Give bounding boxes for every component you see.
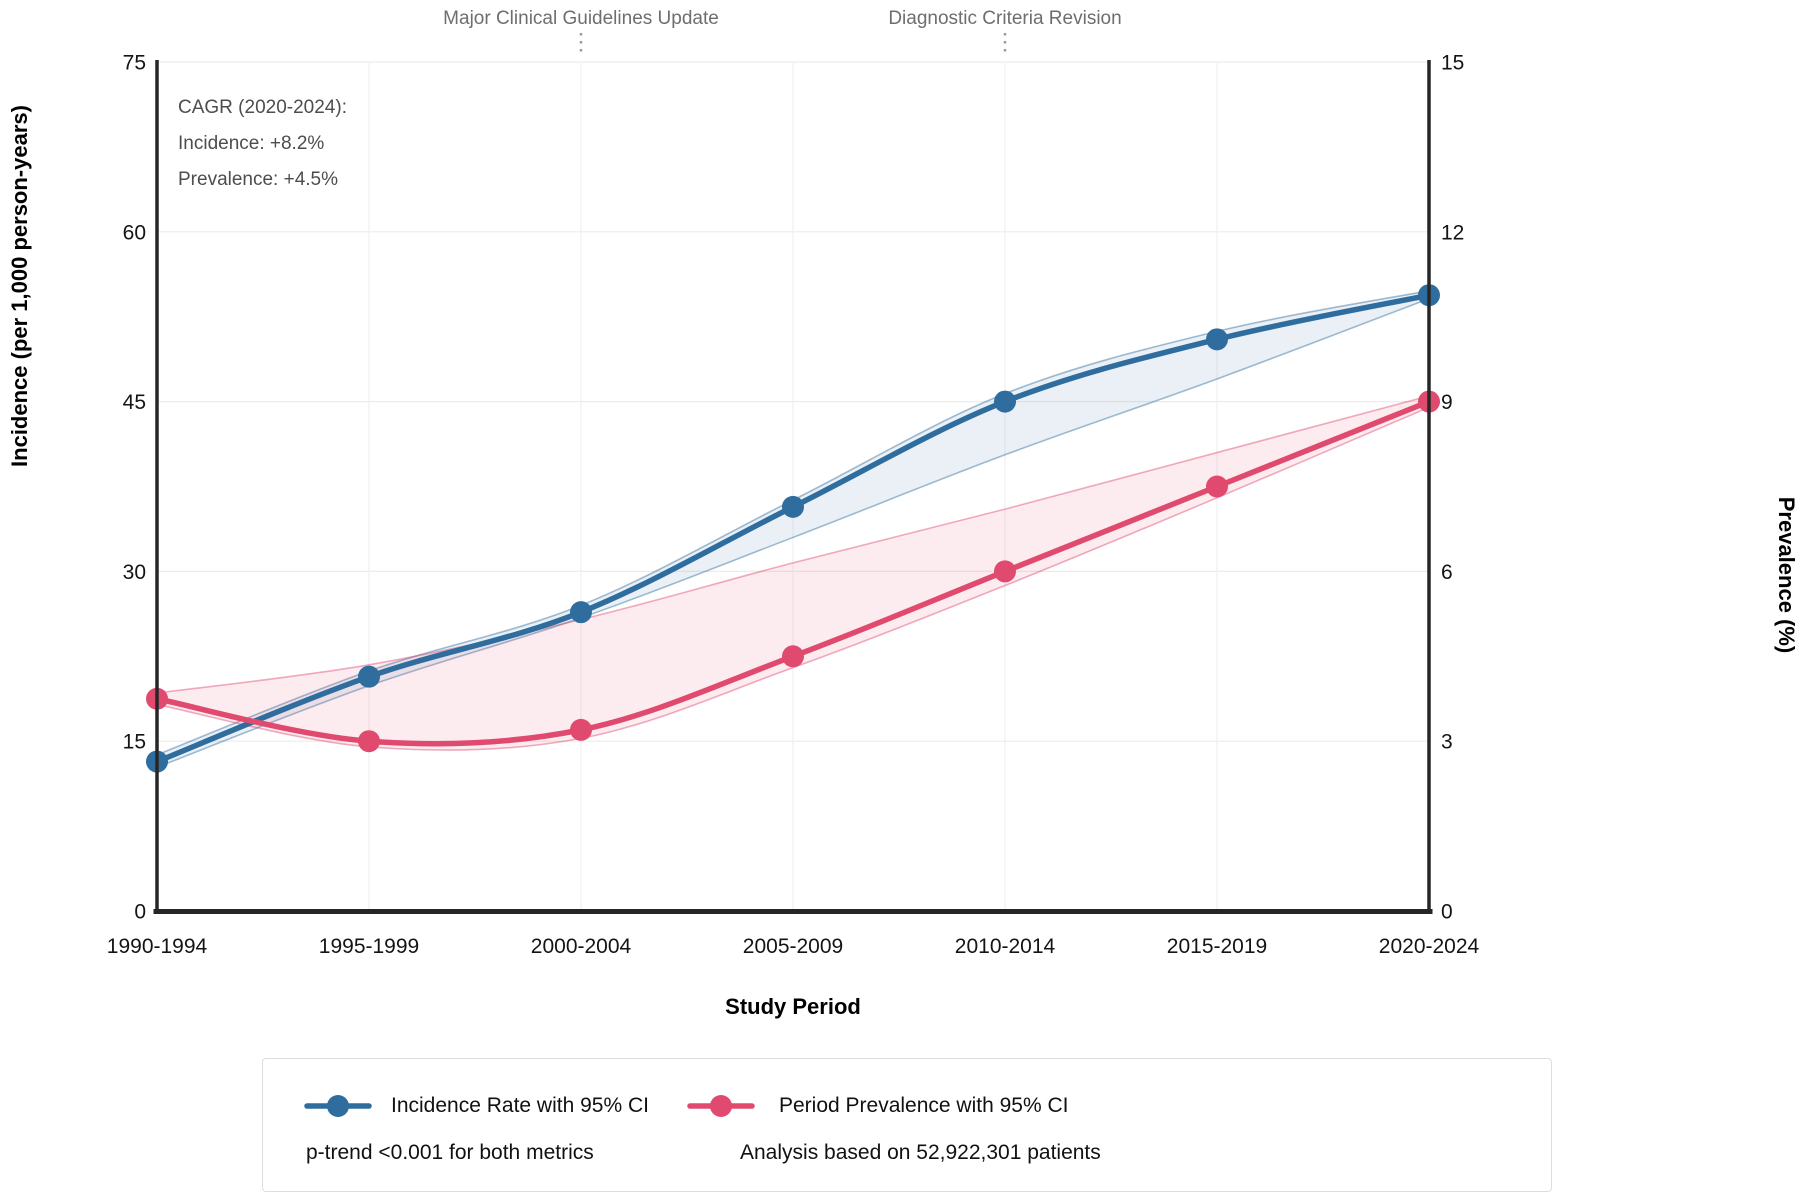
x-tick-label: 1995-1999 <box>319 935 419 958</box>
x-tick-label: 1990-1994 <box>107 935 208 958</box>
prevalence-point <box>358 730 380 753</box>
x-tick-label: 2015-2019 <box>1167 935 1267 958</box>
x-tick-label: 2010-2014 <box>955 935 1056 958</box>
incidence-point <box>1206 328 1228 351</box>
incidence-point <box>358 665 380 688</box>
right-tick-label: 0 <box>1441 901 1453 924</box>
right-tick-label: 12 <box>1441 221 1464 244</box>
tick-labels: 0 15 30 45 60 75 0 3 6 9 12 15 1990-1994 1995-1999 200… <box>107 52 1480 959</box>
left-tick-label: 75 <box>123 52 146 75</box>
cagr-prevalence: Prevalence: +4.5% <box>178 169 339 190</box>
right-tick-label: 3 <box>1441 731 1453 754</box>
right-tick-label: 15 <box>1441 52 1464 75</box>
incidence-point <box>570 601 592 624</box>
incidence-point <box>782 495 804 518</box>
prevalence-point <box>570 718 592 741</box>
annotation-label: Diagnostic Criteria Revision <box>888 8 1121 29</box>
legend-item-prevalence: Period Prevalence with 95% CI <box>779 1094 1069 1117</box>
left-tick-label: 45 <box>123 391 146 414</box>
legend-item-incidence: Incidence Rate with 95% CI <box>391 1094 649 1117</box>
left-tick-label: 60 <box>123 221 146 244</box>
cagr-title: CAGR (2020-2024): <box>178 97 347 118</box>
x-tick-label: 2005-2009 <box>743 935 843 958</box>
analysis-note: Analysis based on 52,922,301 patients <box>740 1141 1101 1164</box>
x-axis-title: Study Period <box>725 994 861 1019</box>
legend: Incidence Rate with 95% CI Period Preval… <box>262 1058 1552 1192</box>
incidence-legend-dot <box>327 1095 349 1117</box>
prevalence-legend-dot <box>710 1095 732 1117</box>
axis-spines <box>153 60 1433 914</box>
gridlines <box>157 61 1429 911</box>
cagr-incidence: Incidence: +8.2% <box>178 133 325 154</box>
prevalence-point <box>782 645 804 668</box>
annotation-label: Major Clinical Guidelines Update <box>443 8 719 29</box>
x-tick-label: 2020-2024 <box>1379 935 1480 958</box>
prevalence-ci-band <box>157 395 1429 751</box>
incidence-point <box>994 390 1016 413</box>
right-tick-label: 6 <box>1441 561 1453 584</box>
left-axis-title: Incidence (per 1,000 person-years) <box>7 105 32 467</box>
cagr-annotation: CAGR (2020-2024): Incidence: +8.2% Preva… <box>178 90 347 198</box>
prevalence-point <box>1206 475 1228 498</box>
right-axis-title: Prevalence (%) <box>1774 497 1799 654</box>
prevalence-point <box>994 560 1016 583</box>
x-tick-label: 2000-2004 <box>531 935 632 958</box>
left-tick-label: 0 <box>134 901 146 924</box>
incidence-legend-marker <box>304 1095 372 1117</box>
right-tick-label: 9 <box>1441 391 1453 414</box>
event-annotations: Major Clinical Guidelines Update Diagnost… <box>443 8 1122 57</box>
prevalence-legend-marker <box>687 1095 755 1117</box>
series-points <box>146 284 1440 773</box>
p-trend-note: p-trend <0.001 for both metrics <box>306 1141 594 1164</box>
left-tick-label: 15 <box>123 731 146 754</box>
prevalence-ci-upper-line <box>156 395 1430 694</box>
left-tick-label: 30 <box>123 561 146 584</box>
